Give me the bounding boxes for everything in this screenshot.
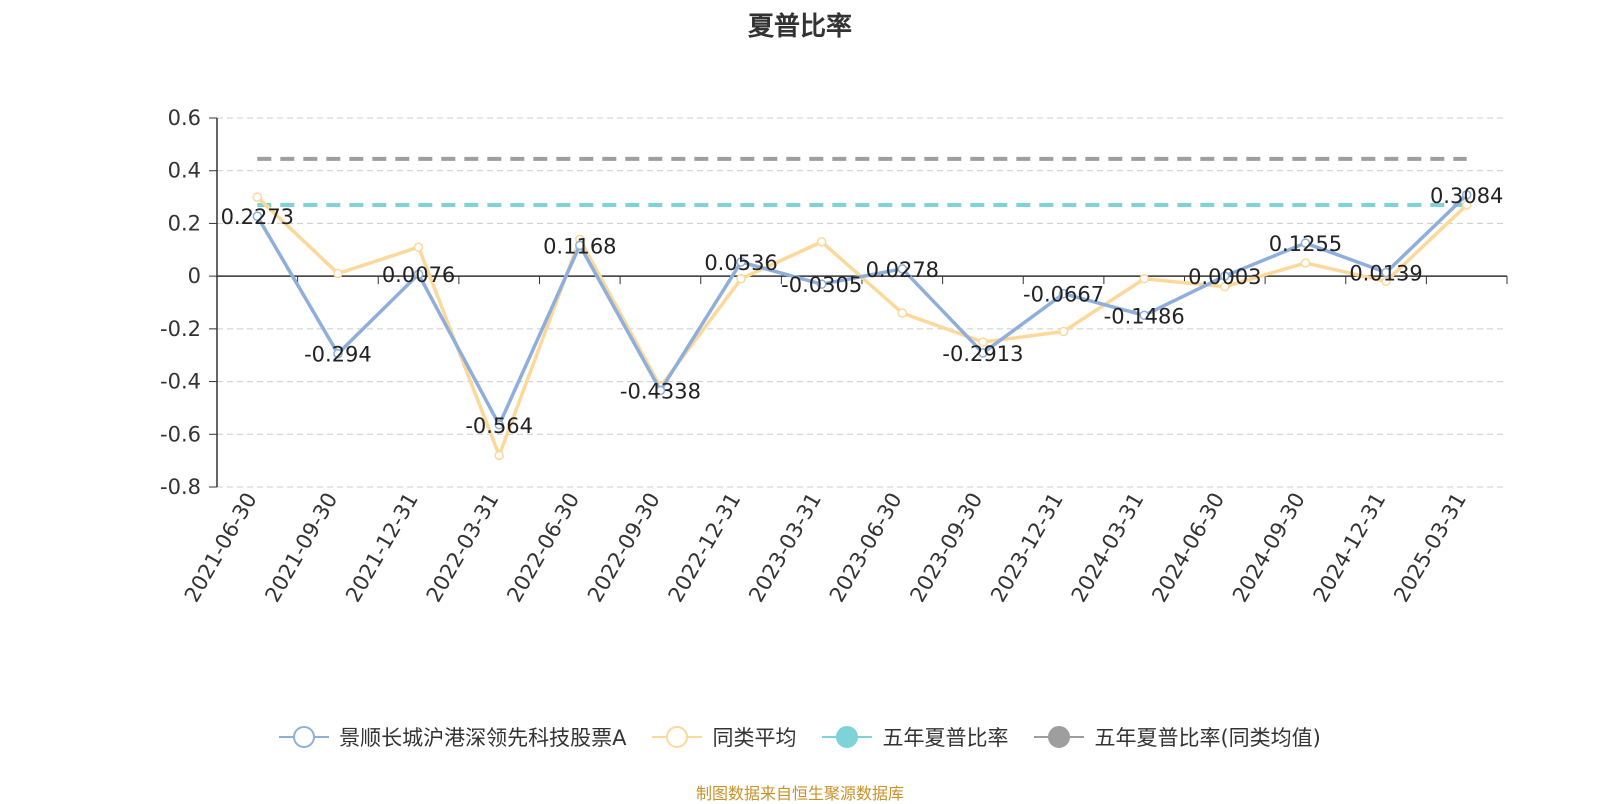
x-tick-label: 2022-12-31	[664, 489, 746, 607]
data-point	[1381, 267, 1391, 278]
x-tick-label: 2023-09-30	[905, 489, 987, 607]
x-tick-label: 2024-09-30	[1228, 489, 1310, 607]
x-tick-label: 2025-03-31	[1389, 489, 1471, 607]
data-point	[897, 264, 908, 274]
data-label: 0.0003	[1188, 265, 1261, 289]
x-tick-label: 2022-06-30	[502, 489, 584, 607]
data-point	[1300, 238, 1311, 248]
data-label: -0.294	[304, 343, 372, 367]
data-point	[736, 257, 746, 267]
data-point	[333, 268, 343, 279]
y-tick-label: 0.4	[168, 159, 201, 183]
data-point	[494, 450, 504, 461]
data-label: -0.0305	[781, 273, 862, 297]
x-tick-label: 2021-12-31	[341, 489, 423, 607]
data-point	[1300, 258, 1311, 268]
x-tick-label: 2023-12-31	[986, 489, 1068, 607]
data-point	[1058, 326, 1069, 337]
data-point	[816, 279, 827, 289]
data-point	[1220, 281, 1230, 292]
legend-label: 五年夏普比率(同类均值)	[1094, 726, 1321, 750]
data-point	[736, 274, 746, 284]
data-point	[1220, 271, 1230, 281]
grid-lines	[217, 117, 1507, 488]
data-point	[252, 211, 263, 221]
data-point	[978, 348, 988, 358]
x-tick-label: 2022-03-31	[422, 489, 504, 607]
data-point	[1381, 276, 1391, 287]
data-label: 0.2273	[221, 205, 294, 229]
y-tick-label: 0.6	[168, 106, 201, 130]
x-tick-label: 2021-06-30	[180, 489, 262, 607]
x-tick-label: 2024-12-31	[1309, 489, 1391, 607]
y-tick-label: -0.2	[160, 317, 201, 341]
data-point	[1461, 200, 1472, 210]
data-labels: 0.2273 -0.294 0.0076 -0.564 0.1168 -0.4338 0.0…	[221, 184, 1504, 438]
data-label: 0.0536	[704, 251, 777, 275]
data-point	[575, 240, 585, 251]
data-point	[252, 192, 263, 202]
x-tick-label: 2024-06-30	[1147, 489, 1229, 607]
legend-marker-icon	[279, 726, 330, 748]
data-point	[333, 348, 343, 359]
x-tick-label: 2024-03-31	[1067, 489, 1149, 607]
y-tick-label: 0.2	[168, 211, 201, 235]
x-tick-label: 2023-06-30	[825, 489, 907, 607]
legend-item[interactable]: 五年夏普比率(同类均值)	[1034, 722, 1321, 752]
legend-marker-icon	[822, 726, 873, 748]
legend-label: 同类平均	[712, 726, 797, 750]
data-label: -0.4338	[620, 379, 701, 403]
data-point	[816, 237, 827, 247]
x-tick-label: 2022-09-30	[583, 489, 665, 607]
legend-label: 五年夏普比率	[882, 726, 1009, 750]
data-label: -0.564	[465, 414, 533, 438]
data-point	[1139, 274, 1149, 284]
y-tick-label: 0	[188, 264, 201, 288]
data-point	[1139, 310, 1149, 321]
x-tick-label: 2023-03-31	[744, 489, 826, 607]
footer-note: 制图数据来自恒生聚源数据库	[695, 784, 904, 803]
y-tick-label: -0.4	[160, 370, 201, 394]
x-tick-label: 2021-09-30	[260, 489, 342, 607]
data-point	[978, 337, 988, 347]
data-point	[1058, 288, 1069, 299]
chart-title: 夏普比率	[747, 12, 852, 42]
legend-item[interactable]: 五年夏普比率	[822, 722, 1008, 752]
legend-marker-icon	[652, 726, 703, 748]
data-label: 0.0278	[866, 258, 939, 282]
legend-item[interactable]: 同类平均	[652, 722, 796, 752]
legend: 景顺长城沪港深领先科技股票A 同类平均 五年夏普比率 五年夏普比率(同类均值)	[0, 722, 1600, 752]
data-label: 0.0139	[1349, 261, 1422, 285]
data-point	[655, 385, 666, 396]
legend-label: 景顺长城沪港深领先科技股票A	[339, 726, 627, 750]
data-label: 0.1168	[543, 234, 616, 258]
data-label: 0.1255	[1269, 232, 1342, 256]
data-point	[413, 269, 424, 279]
sharpe-ratio-chart: 0.60.40.20-0.2-0.4-0.6-0.82021-06-302021…	[160, 106, 1508, 607]
legend-marker-icon	[1034, 726, 1085, 748]
y-tick-label: -0.6	[160, 422, 201, 446]
data-label: -0.1486	[1104, 304, 1185, 328]
legend-item[interactable]: 景顺长城沪港深领先科技股票A	[279, 722, 626, 752]
series-lines	[252, 190, 1472, 461]
data-point	[1461, 190, 1472, 200]
data-label: 0.3084	[1430, 184, 1503, 208]
data-label: -0.0667	[1023, 283, 1104, 307]
data-point	[494, 420, 504, 430]
data-point	[413, 242, 424, 252]
data-label: 0.0076	[382, 263, 455, 287]
data-point	[897, 308, 908, 318]
y-tick-label: -0.8	[160, 475, 201, 499]
reference-lines	[257, 156, 1467, 207]
fund-series-line	[255, 193, 1468, 427]
data-label: -0.2913	[942, 342, 1023, 366]
